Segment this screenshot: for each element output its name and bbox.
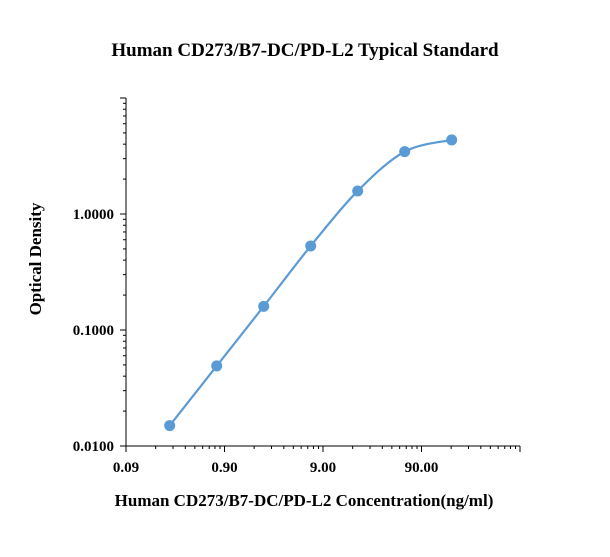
data-point <box>399 146 411 158</box>
y-tick-label: 0.0100 <box>73 439 114 455</box>
x-axis-ticks <box>125 446 521 452</box>
chart-title: Human CD273/B7-DC/PD-L2 Typical Standard <box>111 40 499 61</box>
y-axis-tick-labels: 0.0100 0.1000 1.0000 <box>73 207 114 455</box>
data-point <box>305 240 317 252</box>
x-tick-label: 0.90 <box>211 460 237 476</box>
series-curve <box>168 138 452 427</box>
x-axis-title: Human CD273/B7-DC/PD-L2 Concentration(ng… <box>115 491 494 510</box>
data-point <box>164 420 176 432</box>
x-tick-label: 90.00 <box>405 460 439 476</box>
data-point <box>352 185 364 197</box>
y-tick-label: 0.1000 <box>73 323 114 339</box>
x-tick-label: 9.00 <box>310 460 336 476</box>
x-tick-label: 0.09 <box>113 460 139 476</box>
series-points <box>164 134 458 432</box>
y-tick-label: 1.0000 <box>73 207 114 223</box>
x-axis-tick-labels: 0.09 0.90 9.00 90.00 <box>113 460 439 476</box>
axes <box>125 98 520 447</box>
y-axis-ticks <box>120 97 126 447</box>
data-point <box>446 134 458 146</box>
data-point <box>258 300 270 312</box>
data-point <box>211 360 223 372</box>
y-axis-title: Optical Density <box>26 202 45 315</box>
